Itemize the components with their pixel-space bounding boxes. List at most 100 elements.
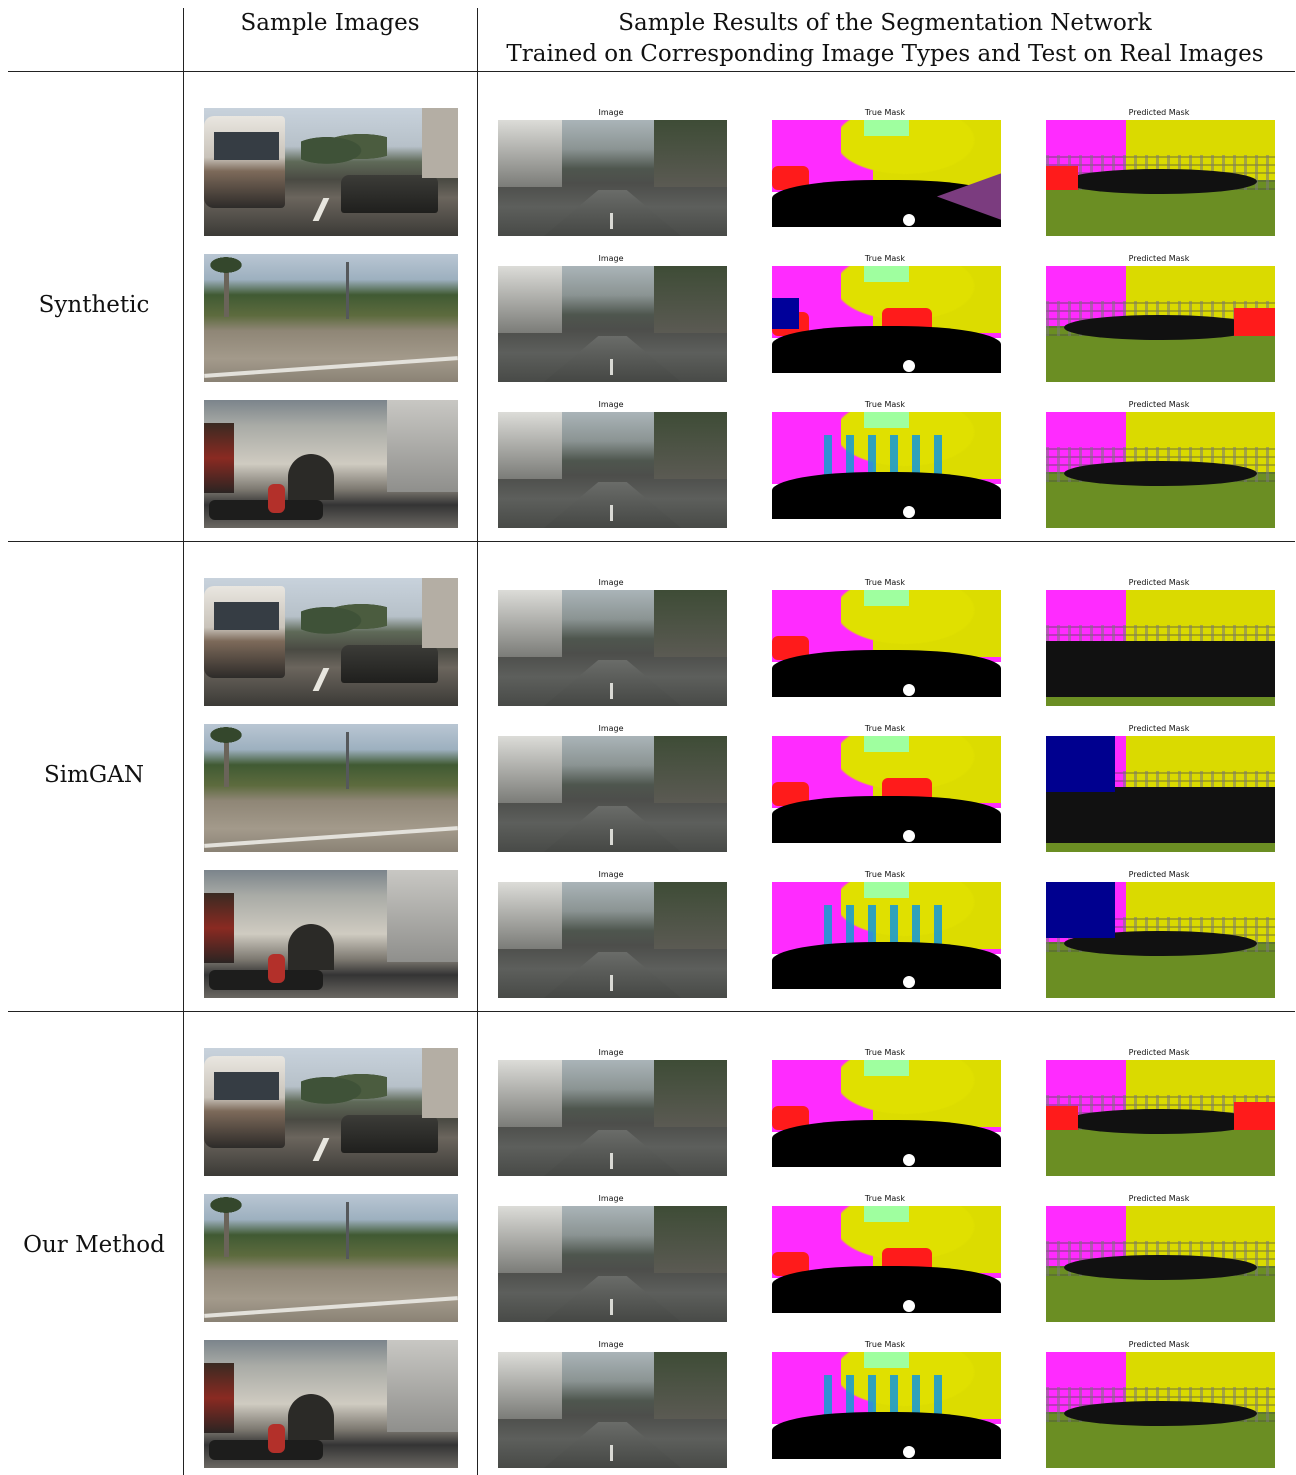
line-region [204, 826, 458, 849]
bus-region [204, 115, 286, 208]
line-region [204, 1296, 458, 1319]
car-region [341, 644, 438, 683]
right-region [653, 412, 727, 480]
dot-region [902, 1445, 915, 1458]
caption-true-mask: True Mask [864, 870, 906, 879]
caption-true-mask: True Mask [864, 108, 906, 117]
caption-predicted-mask: Predicted Mask [1128, 254, 1190, 263]
caption-predicted-mask: Predicted Mask [1128, 578, 1190, 587]
tip-region [863, 412, 910, 429]
left-region [498, 882, 563, 950]
mark-region [610, 682, 614, 700]
car-region [341, 1114, 438, 1153]
caption-true-mask: True Mask [864, 254, 906, 263]
road-region [772, 796, 1001, 843]
predicted-mask [1046, 266, 1275, 382]
tower-region [386, 870, 458, 963]
lane-region [312, 197, 330, 221]
right-region [653, 882, 727, 950]
road-region [772, 326, 1001, 373]
trees-region [300, 1067, 387, 1106]
pole-region [346, 261, 350, 320]
predicted-mask [1046, 882, 1275, 998]
caption-true-mask: True Mask [864, 1048, 906, 1057]
true-mask [772, 590, 1001, 706]
road-region [772, 942, 1001, 989]
bus-region [204, 585, 286, 678]
true-mask [772, 266, 1001, 382]
predicted-mask [1046, 1206, 1275, 1322]
sample-image [204, 254, 458, 382]
bldg-region [422, 108, 458, 179]
row-label-synthetic: Synthetic [38, 292, 150, 318]
trees-region [300, 127, 387, 166]
group-rule-1 [8, 541, 1295, 542]
caption-real-image: Image [598, 254, 624, 263]
true-mask [772, 1060, 1001, 1176]
caption-real-image: Image [598, 1194, 624, 1203]
black-region [1064, 1108, 1257, 1135]
real-image [498, 266, 727, 382]
header-rule [8, 71, 1295, 72]
sample-image [204, 400, 458, 528]
caption-true-mask: True Mask [864, 724, 906, 733]
car-region [772, 782, 809, 806]
tip-region [863, 736, 910, 753]
pole-region [346, 1201, 350, 1260]
column-header-sample-images: Sample Images [240, 10, 420, 36]
real-image [498, 590, 727, 706]
bus-region [204, 1055, 286, 1148]
tip-region [863, 1206, 910, 1223]
blue-region [1046, 736, 1115, 792]
mark-region [610, 828, 614, 846]
red-region [1046, 1106, 1079, 1130]
line-region [204, 356, 458, 379]
dot-region [902, 975, 915, 988]
car-region [772, 636, 809, 660]
road-region [772, 1120, 1001, 1167]
car-region [772, 1106, 809, 1130]
caption-real-image: Image [598, 1340, 624, 1349]
sample-image [204, 724, 458, 852]
black-region [1064, 460, 1257, 487]
signs-region [204, 893, 235, 964]
bldg-region [422, 1048, 458, 1119]
mark-region [610, 504, 614, 522]
right-region [653, 1206, 727, 1274]
dot-region [902, 359, 915, 372]
row-label-simgan: SimGAN [43, 762, 145, 788]
road-region [772, 1412, 1001, 1459]
mark-region [610, 1152, 614, 1170]
row-label-our-method: Our Method [23, 1232, 165, 1258]
caption-real-image: Image [598, 108, 624, 117]
mark-region [610, 358, 614, 376]
car-region [772, 1252, 809, 1276]
tower-region [386, 1340, 458, 1433]
caption-predicted-mask: Predicted Mask [1128, 1048, 1190, 1057]
sample-image [204, 870, 458, 998]
lane-region [312, 667, 330, 691]
right-region [653, 590, 727, 658]
pole-region [346, 731, 350, 790]
real-image [498, 1206, 727, 1322]
palm-region [206, 255, 247, 317]
tip-region [863, 882, 910, 899]
tip-region [863, 590, 910, 607]
right-region [653, 266, 727, 334]
group-rule-2 [8, 1011, 1295, 1012]
mark-region [610, 1444, 614, 1462]
tip-region [863, 120, 910, 137]
caption-predicted-mask: Predicted Mask [1128, 1340, 1190, 1349]
predicted-mask [1046, 1352, 1275, 1468]
right-region [653, 1352, 727, 1420]
black-region [1064, 1400, 1257, 1427]
sample-image [204, 108, 458, 236]
black-region [1046, 787, 1275, 843]
door-region [287, 1393, 334, 1440]
left-region [498, 266, 563, 334]
right-region [653, 736, 727, 804]
caption-real-image: Image [598, 870, 624, 879]
predicted-mask [1046, 120, 1275, 236]
results-header-line-1: Sample Results of the Segmentation Netwo… [618, 10, 1152, 36]
true-mask [772, 120, 1001, 236]
